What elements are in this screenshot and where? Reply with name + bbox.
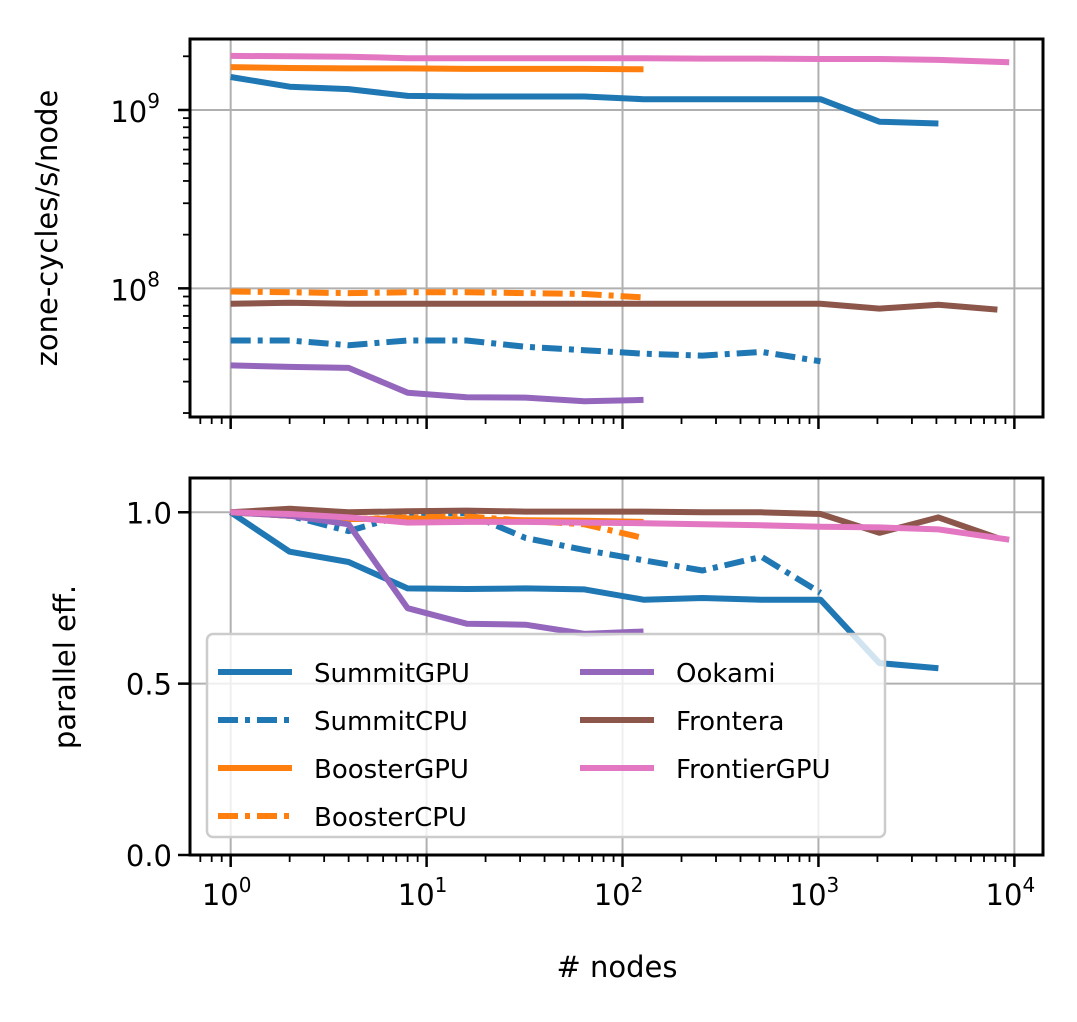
series-line-summitgpu — [230, 74, 939, 127]
y-tick-label: 1.0 — [126, 496, 172, 530]
y-tick-label: 109 — [110, 89, 160, 129]
top-axes-frame — [188, 37, 1045, 419]
series-line-boostergpu — [230, 64, 644, 73]
series-line-boostercpu — [230, 288, 644, 301]
legend-item-ookami: Ookami — [580, 659, 775, 689]
legend-item-frontiergpu: FrontierGPU — [580, 755, 831, 785]
bottom-y-axis-label: parallel eff. — [48, 585, 82, 749]
legend-label: Ookami — [676, 659, 775, 689]
throughput-panel: 108 109 zone-cycles/s/node — [30, 37, 1045, 429]
bottom-axes-frame — [188, 476, 1045, 857]
series-line-frontiergpu — [230, 52, 1010, 66]
x-tick-label: 103 — [790, 873, 840, 912]
efficiency-panel: 100 101 102 103 104 0.00.51.0 parallel eff. … — [48, 476, 1045, 984]
series-line-summitgpu — [229, 509, 939, 672]
top-y-ticks: 108 109 — [110, 55, 190, 414]
legend-label: Frontera — [676, 707, 784, 737]
series-line-ookami — [230, 362, 644, 405]
legend-item-frontera: Frontera — [580, 707, 784, 737]
x-tick-label: 104 — [986, 873, 1036, 912]
legend-item-summitgpu: SummitGPU — [218, 659, 470, 689]
legend-box — [205, 632, 887, 839]
y-tick-label: 0.5 — [126, 668, 172, 702]
x-tick-label: 101 — [398, 873, 448, 912]
legend-item-summitcpu: SummitCPU — [218, 707, 468, 737]
legend-item-boostercpu: BoosterCPU — [218, 803, 467, 833]
legend: SummitGPU SummitCPU BoosterGPU BoosterCPU Oo… — [205, 632, 887, 839]
series-line-summitcpu — [230, 509, 823, 596]
legend-label: SummitGPU — [314, 659, 470, 689]
series-line-frontera — [230, 299, 998, 313]
legend-item-boostergpu: BoosterGPU — [218, 755, 469, 785]
legend-label: SummitCPU — [314, 707, 468, 737]
x-tick-label: 100 — [202, 873, 252, 912]
bottom-x-ticks: 100 101 102 103 104 — [199, 855, 1036, 912]
legend-label: FrontierGPU — [676, 755, 831, 785]
series-line-frontiergpu — [230, 509, 1010, 543]
x-tick-label: 102 — [594, 873, 644, 912]
legend-label: BoosterGPU — [314, 755, 469, 785]
y-tick-label: 108 — [110, 267, 160, 307]
bottom-y-ticks: 0.0 0.5 1.0 — [126, 496, 190, 873]
bottom-series-lines — [229, 505, 1010, 672]
top-y-axis-label: zone-cycles/s/node — [30, 90, 64, 367]
y-tick-label: 0.0 — [126, 839, 172, 873]
top-x-ticks — [199, 417, 1016, 429]
top-series-lines — [230, 52, 1010, 405]
x-axis-label: # nodes — [557, 950, 678, 984]
legend-label: BoosterCPU — [314, 803, 467, 833]
